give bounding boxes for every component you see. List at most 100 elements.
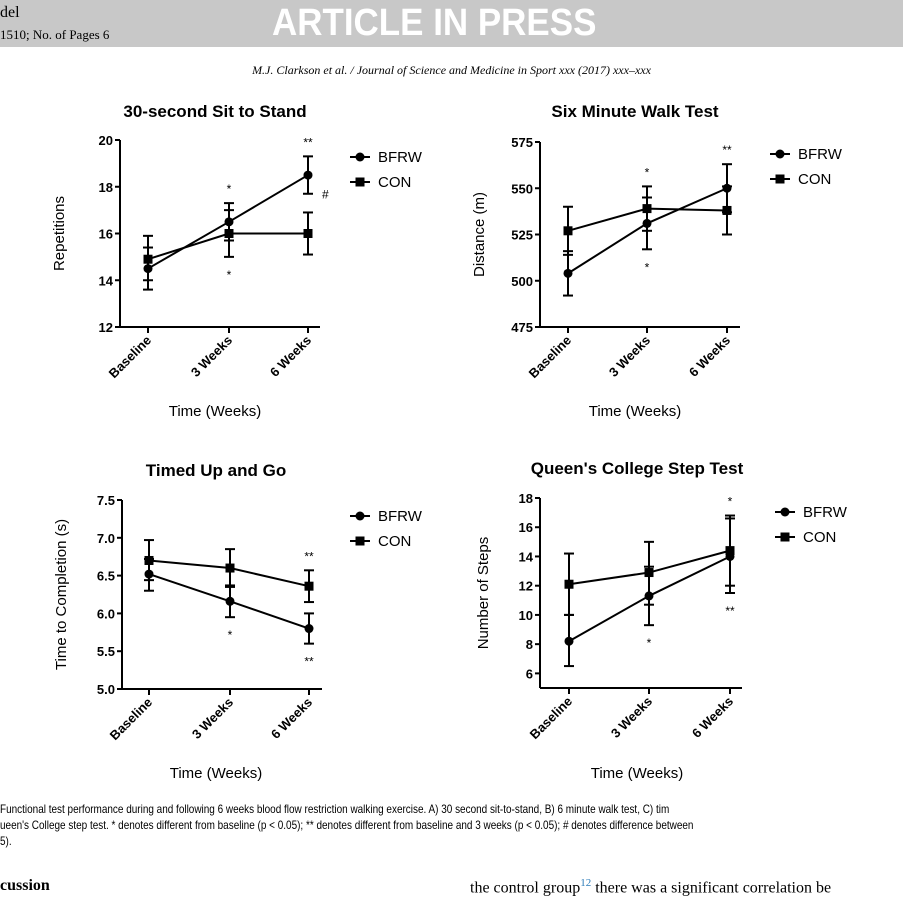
y-tick-label: 5.0 (97, 682, 115, 697)
chart-title: 30-second Sit to Stand (123, 102, 306, 121)
y-tick-label: 7.5 (97, 493, 115, 508)
y-tick-label: 500 (511, 274, 533, 289)
header-left-line2: 1510; No. of Pages 6 (0, 27, 110, 42)
legend-label: CON (378, 174, 411, 191)
data-point-square (564, 579, 574, 589)
significance-marker: ** (725, 604, 735, 618)
legend-label: CON (798, 171, 831, 188)
x-tick-label: 6 Weeks (267, 333, 314, 380)
x-axis-label: Time (Weeks) (169, 403, 262, 420)
x-axis-label: Time (Weeks) (589, 403, 682, 420)
legend-label: BFRW (378, 149, 423, 166)
legend-marker-circle (355, 152, 365, 162)
data-point-square (304, 581, 314, 591)
y-tick-label: 18 (519, 491, 533, 506)
significance-marker: * (228, 628, 233, 642)
significance-marker: * (728, 495, 733, 509)
significance-marker: ** (722, 143, 732, 157)
y-tick-label: 20 (99, 133, 113, 148)
x-tick-label: Baseline (107, 695, 155, 743)
data-point-circle (564, 636, 574, 646)
x-tick-label: 3 Weeks (189, 695, 236, 742)
data-point-square (725, 546, 735, 556)
legend-label: BFRW (803, 504, 848, 521)
series-con (144, 539, 314, 604)
y-tick-label: 575 (511, 135, 533, 150)
x-tick-label: 6 Weeks (689, 694, 736, 741)
x-tick-label: 3 Weeks (608, 694, 655, 741)
series-con (564, 514, 735, 616)
data-point-square (642, 204, 652, 214)
body-paragraph: the control group12 there was a signific… (470, 877, 831, 897)
significance-marker: ** (304, 655, 314, 669)
x-tick-label: Baseline (106, 333, 154, 381)
significance-marker: * (645, 260, 650, 274)
y-tick-label: 5.5 (97, 644, 115, 659)
legend-marker-square (355, 177, 365, 187)
y-tick-label: 16 (519, 520, 533, 535)
y-tick-label: 16 (99, 227, 113, 242)
x-tick-label: Baseline (526, 333, 574, 381)
data-point-square (225, 563, 235, 573)
data-point-square (224, 229, 234, 238)
x-tick-label: 6 Weeks (268, 695, 315, 742)
y-tick-label: 7.0 (97, 531, 115, 546)
body-text-start: the control group (470, 879, 581, 897)
y-tick-label: 475 (511, 320, 533, 335)
y-tick-label: 12 (519, 579, 533, 594)
data-point-circle (304, 624, 314, 634)
legend-label: BFRW (798, 146, 843, 163)
significance-marker: * (647, 636, 652, 650)
caption-line: Functional test performance during and f… (0, 802, 670, 816)
y-tick-label: 525 (511, 228, 533, 243)
significance-marker: * (227, 182, 232, 196)
data-point-circle (225, 596, 235, 606)
significance-marker: # (322, 187, 329, 201)
series-con (563, 185, 732, 256)
legend-label: CON (803, 529, 836, 546)
x-tick-label: 3 Weeks (188, 333, 235, 380)
banner-title: ARTICLE IN PRESS (272, 2, 597, 44)
x-axis-label: Time (Weeks) (591, 765, 684, 782)
legend-marker-square (775, 174, 785, 184)
legend-marker-circle (355, 511, 365, 521)
y-tick-label: 12 (99, 320, 113, 335)
data-point-square (644, 568, 654, 578)
legend-label: CON (378, 533, 411, 550)
y-axis-label: Time to Completion (s) (53, 519, 70, 670)
chart-panel-4: Queen's College Step Test 6 8 10 12 14 16 18 Bas… (475, 459, 848, 782)
body-text-end: there was a significant correlation be (591, 879, 832, 897)
legend-marker-square (780, 532, 790, 542)
series-con (143, 209, 313, 282)
chart-panel-1: 30-second Sit to Stand 12 14 16 18 20 Baseline… (51, 102, 423, 420)
x-tick-label: 6 Weeks (686, 333, 733, 380)
y-tick-label: 8 (526, 637, 533, 652)
x-axis-label: Time (Weeks) (170, 765, 263, 782)
chart-title: Six Minute Walk Test (551, 102, 719, 121)
x-tick-label: Baseline (527, 694, 575, 742)
reference-link[interactable]: 12 (580, 877, 592, 889)
y-axis-label: Number of Steps (475, 537, 492, 650)
caption-line: ueen's College step test. * denotes diff… (0, 818, 694, 832)
y-tick-label: 6.5 (97, 569, 115, 584)
y-axis-label: Distance (m) (471, 192, 488, 277)
legend-marker-square (355, 536, 365, 546)
chart-panel-2: Six Minute Walk Test 475 500 525 550 575 Basel… (471, 102, 843, 420)
running-head: M.J. Clarkson et al. / Journal of Scienc… (252, 63, 651, 77)
data-point-square (722, 205, 732, 215)
data-point-circle (563, 268, 573, 278)
significance-marker: ** (304, 549, 314, 563)
data-point-square (563, 226, 573, 236)
legend-marker-circle (775, 149, 785, 159)
chart-title: Timed Up and Go (146, 461, 286, 480)
y-tick-label: 6 (526, 666, 533, 681)
y-tick-label: 6.0 (97, 606, 115, 621)
header-left-line1: del (0, 4, 20, 21)
article-in-press-banner: ARTICLE IN PRESS (0, 0, 903, 47)
significance-marker: * (227, 268, 232, 282)
data-point-square (303, 229, 313, 238)
y-axis-label: Repetitions (51, 196, 68, 271)
series-bfrw (144, 557, 314, 645)
chart-title: Queen's College Step Test (531, 459, 744, 478)
